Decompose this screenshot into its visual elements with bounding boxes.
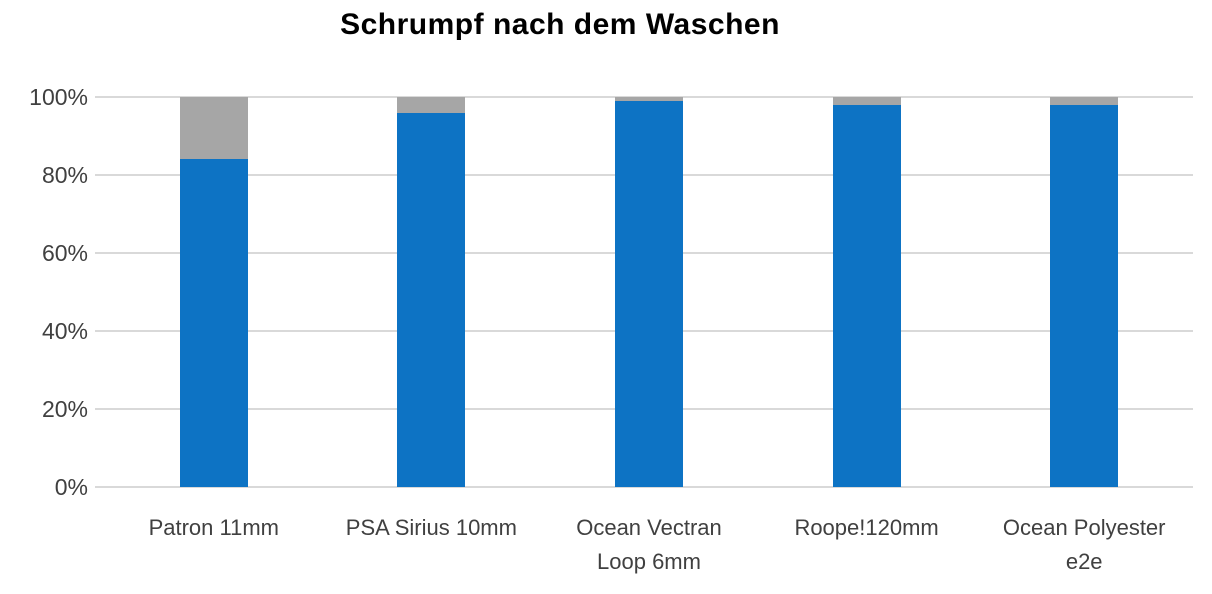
y-tick-label: 60% — [41, 240, 88, 266]
bar-segment-gray-series-1 — [179, 97, 248, 160]
y-tick-mark — [95, 252, 107, 254]
y-tick-mark — [95, 408, 107, 410]
bar-segment-gray-series-3 — [615, 97, 683, 101]
y-tick-mark — [95, 486, 107, 488]
bar-segment-gray-series-5 — [1050, 97, 1119, 105]
plot-area — [105, 96, 1193, 488]
y-tick-label: 0% — [54, 474, 88, 500]
y-tick-mark — [95, 174, 107, 176]
x-category-label: PSA Sirius 10mm — [345, 515, 517, 540]
y-tick-mark — [95, 330, 107, 332]
y-tick-label: 100% — [29, 84, 88, 110]
y-tick-mark — [95, 96, 107, 98]
bar-segment-blue-series-1 — [179, 159, 248, 487]
bar-segment-blue-series-4 — [832, 104, 901, 487]
x-category-label: Roope!120mm — [794, 515, 939, 540]
gridline-0% — [105, 486, 1193, 488]
chart-title: Schrumpf nach dem Waschen — [340, 8, 780, 41]
y-tick-label: 80% — [41, 162, 88, 188]
bar-segment-blue-series-3 — [615, 100, 683, 487]
gridline-100% — [105, 96, 1193, 98]
y-tick-label: 20% — [41, 396, 88, 422]
x-category-label: Ocean Polyester e2e — [1002, 515, 1166, 574]
x-category-label: Patron 11mm — [148, 515, 279, 540]
y-tick-label: 40% — [41, 318, 88, 344]
x-category-label: Ocean Vectran Loop 6mm — [576, 515, 722, 574]
bar-segment-gray-series-4 — [832, 97, 901, 105]
bar-segment-gray-series-2 — [397, 97, 466, 113]
bar-segment-blue-series-5 — [1050, 104, 1119, 487]
bar-segment-blue-series-2 — [397, 112, 466, 487]
